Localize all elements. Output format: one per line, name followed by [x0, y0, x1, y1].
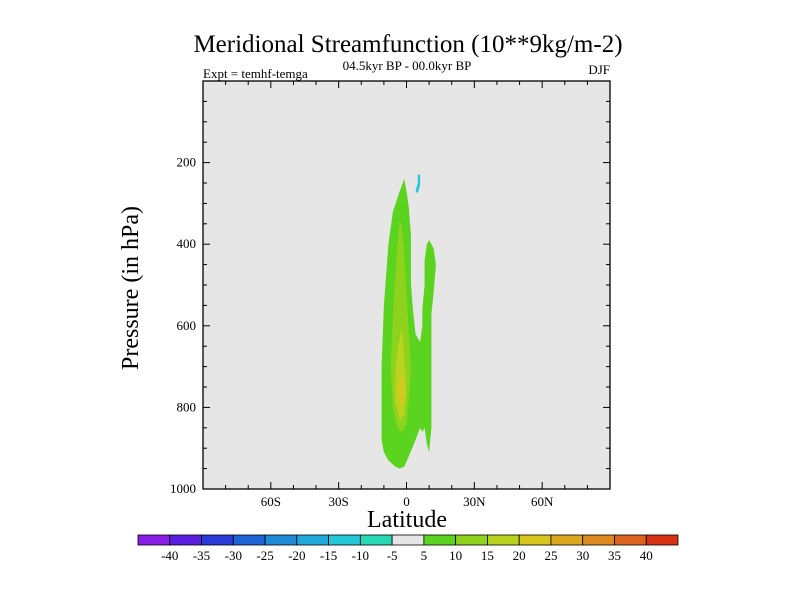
colorbar-label: -35	[193, 548, 210, 563]
colorbar-swatch	[264, 534, 298, 546]
colorbar-swatch	[169, 534, 202, 546]
contour-regions	[381, 174, 436, 469]
colorbar-swatch	[328, 534, 361, 546]
y-tick-label: 800	[177, 399, 197, 414]
colorbar-swatch	[455, 534, 488, 546]
colorbar-swatch	[359, 534, 393, 546]
experiment-label: Expt = temhf-temga	[203, 66, 308, 81]
period-label: 04.5kyr BP - 00.0kyr BP	[343, 58, 472, 73]
colorbar-label: 5	[421, 548, 428, 563]
y-tick-label: 400	[177, 236, 197, 251]
y-tick-label: 1000	[170, 481, 196, 496]
y-tick-label: 200	[177, 155, 197, 170]
colorbar-label: 40	[640, 548, 653, 563]
colorbar-label: -10	[352, 548, 369, 563]
colorbar-swatch	[137, 534, 171, 546]
contour-region-4	[415, 174, 421, 194]
colorbar-swatch	[582, 534, 615, 546]
contour-region-3	[397, 374, 405, 408]
colorbar-label: 10	[449, 548, 462, 563]
colorbar-label: 35	[608, 548, 621, 563]
colorbar-swatch	[391, 534, 425, 546]
colorbar-label: 20	[513, 548, 526, 563]
colorbar: -40 -35 -30 -25 -20 -15 -10 -5 5 10 15 20 25 30 35 40	[137, 534, 679, 563]
x-tick-label: 0	[403, 494, 410, 509]
colorbar-swatch	[232, 534, 266, 546]
colorbar-label: -20	[288, 548, 305, 563]
y-axis-label: Pressure (in hPa)	[118, 206, 144, 370]
colorbar-swatch	[487, 534, 520, 546]
colorbar-swatch	[550, 534, 584, 546]
colorbar-swatch	[614, 534, 647, 546]
colorbar-label: -5	[387, 548, 398, 563]
season-label: DJF	[588, 62, 610, 77]
colorbar-swatch	[518, 534, 552, 546]
chart-title: Meridional Streamfunction (10**9kg/m-2)	[193, 31, 622, 58]
colorbar-swatch	[645, 534, 679, 546]
axis-ticks: 60S 30S 0 30N 60N 200 400 600 800 1000	[170, 81, 610, 509]
colorbar-label: 30	[576, 548, 589, 563]
colorbar-label: -40	[161, 548, 178, 563]
x-axis-label: Latitude	[367, 507, 447, 533]
colorbar-label: -25	[256, 548, 273, 563]
x-tick-label: 30N	[463, 494, 486, 509]
y-tick-label: 600	[177, 318, 197, 333]
contour-region-2	[395, 325, 407, 420]
colorbar-label: 25	[544, 548, 557, 563]
colorbar-label: -15	[320, 548, 337, 563]
colorbar-label: 15	[481, 548, 494, 563]
colorbar-swatch	[296, 534, 329, 546]
x-tick-label: 60S	[261, 494, 281, 509]
colorbar-swatch	[423, 534, 457, 546]
colorbar-swatch	[201, 534, 234, 546]
x-tick-label: 60N	[531, 494, 554, 509]
colorbar-label: -30	[225, 548, 242, 563]
x-tick-label: 30S	[329, 494, 349, 509]
